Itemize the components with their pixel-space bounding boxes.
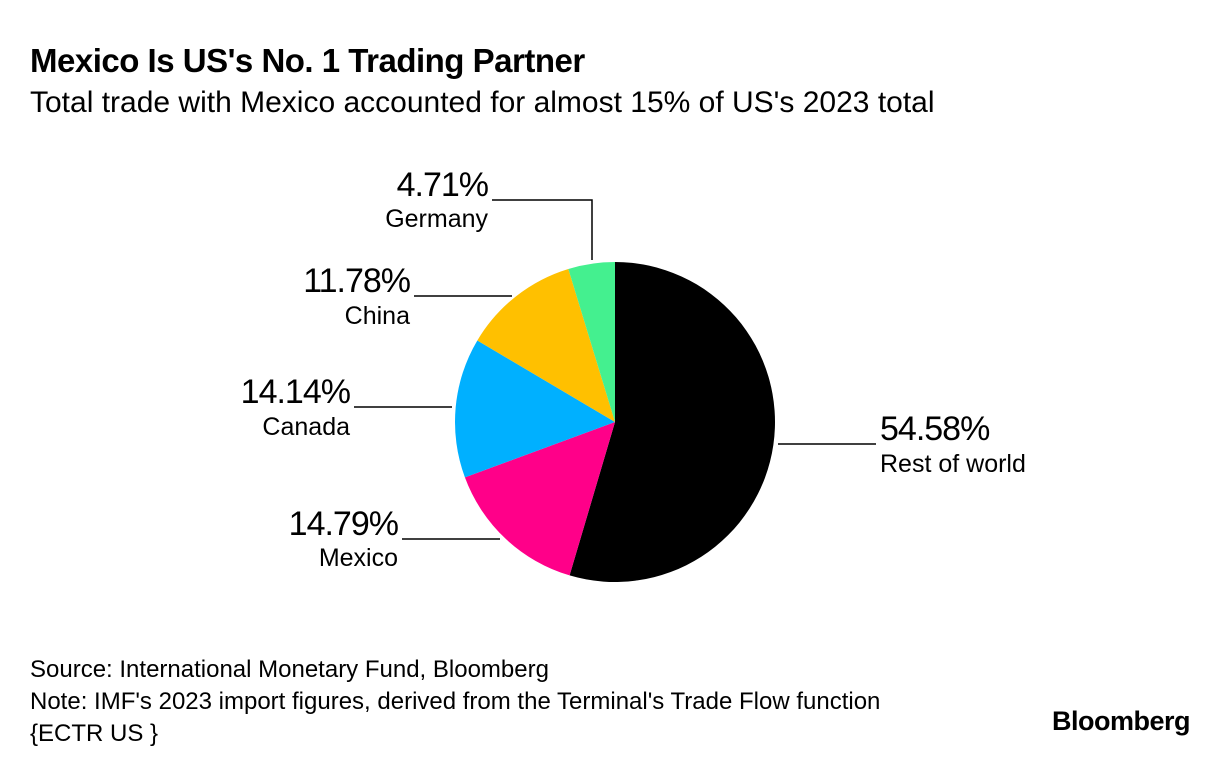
- chart-title: Mexico Is US's No. 1 Trading Partner: [30, 42, 585, 79]
- category-label-canada: Canada: [262, 413, 350, 441]
- value-label-rest-of-world: 54.58%: [880, 410, 990, 448]
- pie-slice-germany: [568, 262, 615, 422]
- chart-subtitle: Total trade with Mexico accounted for al…: [30, 86, 935, 119]
- value-label-mexico: 14.79%: [289, 505, 399, 543]
- pie-slice-rest-of-world: [569, 262, 776, 582]
- category-label-rest-of-world: Rest of world: [880, 450, 1026, 478]
- pie-slice-canada: [455, 340, 615, 478]
- footnote: Note: IMF's 2023 import figures, derived…: [30, 688, 881, 747]
- category-label-germany: Germany: [385, 205, 488, 233]
- leader-line-germany: [492, 199, 593, 260]
- pie-slice-mexico: [464, 422, 615, 576]
- category-label-china: China: [345, 302, 410, 330]
- value-label-canada: 14.14%: [241, 373, 351, 411]
- category-label-mexico: Mexico: [319, 544, 398, 572]
- bloomberg-logo: Bloomberg: [1051, 706, 1191, 736]
- source-note: Source: International Monetary Fund, Blo…: [30, 656, 549, 683]
- value-label-china: 11.78%: [303, 262, 411, 300]
- slice-labels: 54.58%Rest of world 14.79%Mexico 14.14%Can…: [241, 166, 1026, 572]
- leader-lines: [354, 199, 876, 540]
- pie-slice-china: [477, 268, 615, 422]
- pie-slices: [455, 262, 776, 582]
- value-label-germany: 4.71%: [397, 166, 489, 204]
